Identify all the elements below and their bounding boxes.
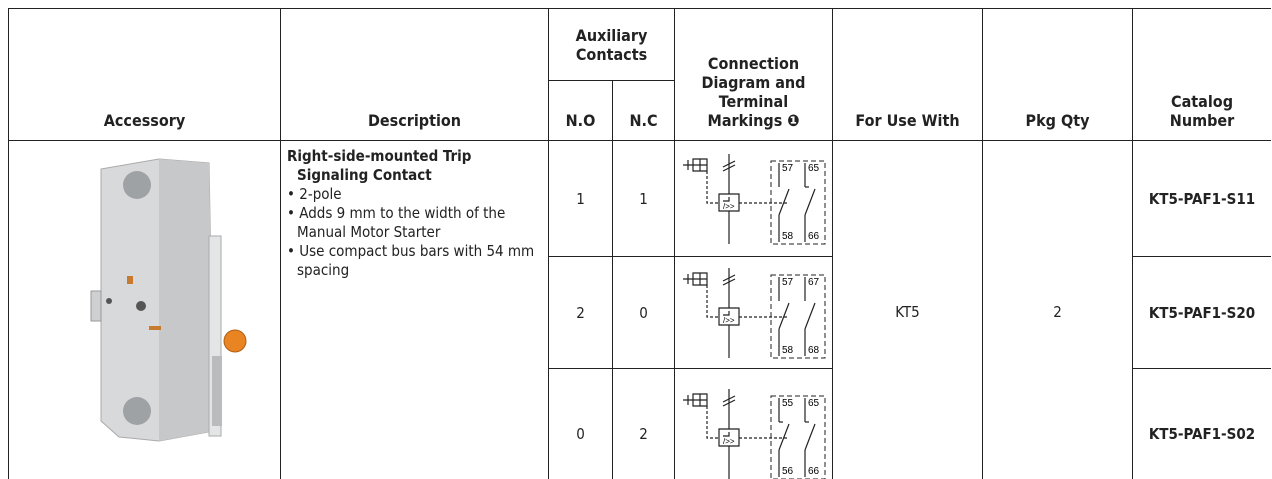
header-cell: Accessory [8, 8, 281, 141]
diagram-line [722, 388, 735, 479]
no-cell: 0 [548, 368, 613, 479]
terminal-label: 65 [808, 163, 820, 174]
header-cell: N.C [612, 80, 675, 141]
device-shape [127, 276, 133, 284]
diagram-cell: />> 55 56 65 66 [674, 368, 833, 479]
no-cell: 1 [548, 140, 613, 257]
diagram-line [777, 302, 790, 329]
device-shape [123, 397, 151, 425]
diagram-line [717, 428, 740, 447]
image-cell [8, 140, 281, 479]
description-title: Signaling Contact [297, 166, 432, 184]
header-cell: Auxiliary Contacts [548, 8, 675, 81]
diagram-line [803, 423, 816, 450]
device-shape [90, 290, 102, 322]
pkg-qty-cell: 2 [982, 140, 1133, 479]
diagram-mark: />> [723, 437, 735, 446]
terminal-label: 55 [782, 398, 794, 409]
terminal-label: 57 [782, 277, 794, 288]
terminal-label: 58 [782, 345, 794, 356]
header-cell: Description [280, 8, 549, 141]
terminal-label: 56 [782, 466, 794, 477]
header-text: Connection Diagram and Terminal Markings… [701, 54, 806, 130]
diagram-line [777, 188, 790, 215]
diagram-cell: />> 57 58 67 68 [674, 256, 833, 369]
header-cell: N.O [548, 80, 613, 141]
terminal-label: 58 [782, 231, 794, 242]
header-cell: Catalog Number [1132, 8, 1271, 141]
diagram-line [803, 302, 816, 329]
use-with-cell: KT5 [832, 140, 983, 479]
connection-diagram: />> 57 58 67 68 [682, 267, 825, 358]
description-bullet: 2-pole [287, 185, 542, 204]
diagram-mark: />> [723, 202, 735, 211]
device-shape [149, 326, 161, 330]
header-cell: Pkg Qty [982, 8, 1133, 141]
diagram-line [705, 284, 789, 318]
device-shape [223, 329, 247, 353]
diagram-mark: />> [723, 316, 735, 325]
diagram-line [717, 192, 740, 212]
nc-cell: 0 [612, 256, 675, 369]
diagram-line [705, 170, 789, 204]
description-cell: Right-side-mounted Trip Signaling Contact… [280, 140, 549, 479]
catalog-cell: KT5-PAF1-S02 [1132, 368, 1271, 479]
no-cell: 2 [548, 256, 613, 369]
device-shape [136, 301, 146, 311]
diagram-line [777, 423, 790, 450]
terminal-label: 66 [808, 231, 820, 242]
table-row: Right-side-mounted Trip Signaling Contact… [8, 140, 1271, 479]
nc-cell: 2 [612, 368, 675, 479]
terminal-label: 67 [808, 277, 820, 288]
terminal-label: 68 [808, 345, 820, 356]
device-shape [123, 171, 151, 199]
connection-diagram: />> 57 58 65 66 [682, 153, 825, 244]
header-text: Auxiliary Contacts [575, 25, 648, 64]
diagram-line [717, 306, 740, 326]
table-row: 2 0 />> 57 58 67 68 KT5-PAF1-S20 [9, 256, 1271, 369]
description-title: Right-side-mounted Trip [287, 147, 472, 165]
device-shape [159, 159, 214, 441]
header-cell: Connection Diagram and Terminal Markings… [674, 8, 833, 141]
accessory-image [90, 158, 247, 442]
terminal-label: 66 [808, 466, 820, 477]
description-list: 2-poleAdds 9 mm to the width of the Manu… [287, 185, 542, 280]
terminal-label: 65 [808, 398, 820, 409]
accessory-table: Accessory Description Auxiliary Contacts… [8, 8, 1271, 479]
description-bullet: Use compact bus bars with 54 mm spacing [287, 242, 542, 280]
diagram-line [682, 157, 708, 172]
diagram-line [705, 405, 789, 439]
header-cell: For Use With [832, 8, 983, 141]
catalog-cell: KT5-PAF1-S11 [1132, 140, 1271, 257]
header-text: Catalog Number [1169, 92, 1235, 130]
table-wrap: Accessory Description Auxiliary Contacts… [8, 8, 1271, 479]
diagram-line [722, 267, 735, 358]
table-row: 0 2 />> 55 56 65 66 KT5-PAF1-S02 [9, 368, 1271, 479]
terminal-label: 57 [782, 163, 794, 174]
catalog-cell: KT5-PAF1-S20 [1132, 256, 1271, 369]
diagram-line [722, 153, 735, 244]
nc-cell: 1 [612, 140, 675, 257]
diagram-line [682, 271, 708, 286]
diagram-cell: />> 57 58 65 66 [674, 140, 833, 257]
diagram-line [803, 188, 816, 215]
device-shape [106, 298, 112, 304]
diagram-line [682, 393, 708, 407]
diagram-line [770, 160, 825, 244]
connection-diagram: />> 55 56 65 66 [682, 388, 825, 479]
device-shape [212, 356, 222, 426]
description-bullet: Adds 9 mm to the width of the Manual Mot… [287, 204, 542, 242]
diagram-line [770, 274, 825, 358]
